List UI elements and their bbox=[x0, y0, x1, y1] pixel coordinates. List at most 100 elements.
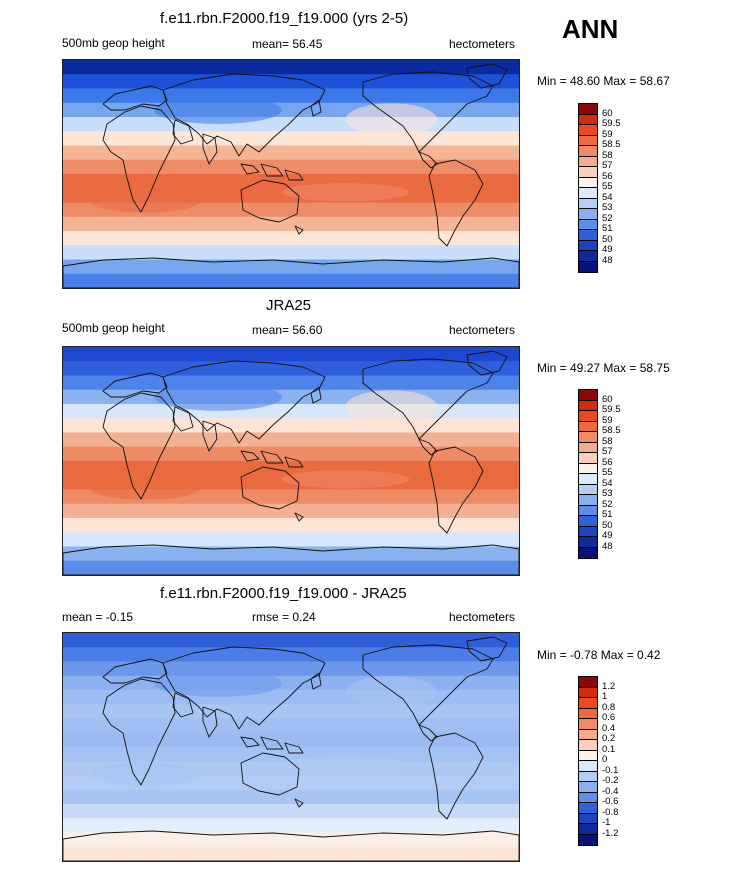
coastline bbox=[310, 672, 322, 690]
contour-band bbox=[63, 518, 519, 533]
coastline bbox=[172, 692, 194, 718]
contour-band bbox=[63, 704, 519, 720]
contour-band bbox=[63, 117, 519, 132]
contour-band bbox=[63, 159, 519, 175]
coastline bbox=[202, 420, 218, 452]
panel-2-contour-map bbox=[63, 347, 519, 575]
colorbar-swatch bbox=[579, 484, 597, 495]
coastline bbox=[172, 406, 194, 432]
contour-feature bbox=[281, 756, 410, 775]
colorbar-swatch bbox=[579, 198, 597, 209]
colorbar-tick-label: 58 bbox=[602, 149, 613, 161]
coastline bbox=[362, 358, 494, 440]
contour-band bbox=[63, 446, 519, 462]
panel-1-minmax: Min = 48.60 Max = 58.67 bbox=[537, 74, 670, 88]
colorbar-tick-label: 58.5 bbox=[602, 425, 621, 436]
colorbar-swatch bbox=[579, 251, 597, 262]
colorbar-tick-label: 51 bbox=[602, 509, 613, 520]
contour-band bbox=[63, 259, 519, 275]
coastline bbox=[162, 360, 326, 444]
coastline bbox=[240, 752, 300, 796]
coastline bbox=[260, 736, 284, 750]
panel-1-title: f.e11.rbn.F2000.f19_f19.000 (yrs 2-5) bbox=[160, 10, 409, 27]
colorbar-swatch bbox=[579, 813, 597, 824]
colorbar-tick-label: 56 bbox=[602, 456, 613, 468]
colorbar-swatch bbox=[579, 761, 597, 772]
coastline bbox=[362, 644, 494, 726]
colorbar-tick-label: -0.8 bbox=[602, 806, 619, 818]
contour-band bbox=[63, 216, 519, 232]
coastline bbox=[63, 830, 519, 861]
panel-2-variable: 500mb geop height bbox=[62, 321, 165, 335]
colorbar-tick-label: 56 bbox=[602, 170, 613, 182]
colorbar-swatch bbox=[579, 698, 597, 709]
contour-band bbox=[63, 145, 519, 161]
colorbar-swatch bbox=[579, 687, 597, 698]
colorbar-tick-label: -0.1 bbox=[602, 764, 619, 776]
colorbar-tick-label: 53 bbox=[602, 202, 613, 213]
colorbar-tick-label: 59.5 bbox=[602, 404, 621, 415]
colorbar-tick-label: 58.5 bbox=[602, 139, 621, 150]
panel-3-rmse: rmse = 0.24 bbox=[252, 610, 316, 624]
contour-band bbox=[63, 60, 519, 75]
panel-2-colorbar bbox=[578, 389, 598, 559]
contour-feature bbox=[154, 96, 282, 124]
coastline bbox=[162, 646, 326, 730]
contour-band bbox=[63, 231, 519, 246]
colorbar-tick-label: -1.2 bbox=[602, 827, 619, 839]
coastline bbox=[310, 99, 322, 117]
coastline bbox=[202, 706, 218, 738]
coastline bbox=[162, 73, 326, 157]
colorbar-swatch bbox=[579, 771, 597, 782]
contour-band bbox=[63, 661, 519, 677]
colorbar-tick-label: -1 bbox=[602, 817, 611, 828]
coastline bbox=[428, 446, 484, 534]
colorbar-swatch bbox=[579, 677, 597, 688]
coastline bbox=[362, 71, 494, 153]
panel-1-units: hectometers bbox=[449, 37, 516, 51]
panel-2-mean: mean= 56.60 bbox=[252, 323, 323, 337]
colorbar-swatch bbox=[579, 803, 597, 814]
coastline bbox=[428, 159, 484, 247]
colorbar-tick-label: 59 bbox=[602, 128, 613, 140]
colorbar-swatch bbox=[579, 261, 597, 272]
contour-feature bbox=[90, 762, 200, 786]
coastline bbox=[202, 133, 218, 165]
colorbar-swatch bbox=[579, 219, 597, 230]
coastline bbox=[294, 225, 304, 235]
colorbar-tick-label: 59.5 bbox=[602, 118, 621, 129]
colorbar-swatch bbox=[579, 505, 597, 516]
colorbar-tick-label: 49 bbox=[602, 530, 613, 541]
contour-band bbox=[63, 560, 519, 575]
colorbar-tick-label: 49 bbox=[602, 244, 613, 255]
colorbar-swatch bbox=[579, 400, 597, 411]
colorbar-swatch bbox=[579, 463, 597, 474]
contour-feature bbox=[90, 476, 200, 500]
contour-band bbox=[63, 832, 519, 848]
coastline bbox=[63, 257, 519, 288]
panel-2-minmax: Min = 49.27 Max = 58.75 bbox=[537, 361, 670, 375]
coastline bbox=[240, 466, 300, 510]
panel-1-map bbox=[62, 59, 520, 289]
colorbar-swatch bbox=[579, 824, 597, 835]
colorbar-tick-label: 50 bbox=[602, 233, 613, 245]
colorbar-swatch bbox=[579, 432, 597, 443]
coastline bbox=[240, 179, 300, 223]
contour-band bbox=[63, 389, 519, 405]
contour-band bbox=[63, 647, 519, 663]
colorbar-tick-label: 57 bbox=[602, 160, 613, 171]
coastline bbox=[260, 450, 284, 464]
colorbar-swatch bbox=[579, 740, 597, 751]
contour-band bbox=[63, 245, 519, 261]
contour-band bbox=[63, 174, 519, 189]
colorbar-swatch bbox=[579, 474, 597, 485]
colorbar-tick-label: 1 bbox=[602, 691, 608, 702]
contour-band bbox=[63, 718, 519, 734]
colorbar-tick-label: 0.4 bbox=[602, 722, 616, 734]
colorbar-swatch bbox=[579, 177, 597, 188]
coastline bbox=[102, 658, 168, 684]
coastline bbox=[172, 119, 194, 145]
contour-band bbox=[63, 503, 519, 519]
panel-3-title: f.e11.rbn.F2000.f19_f19.000 - JRA25 bbox=[160, 585, 407, 602]
contour-band bbox=[63, 74, 519, 90]
